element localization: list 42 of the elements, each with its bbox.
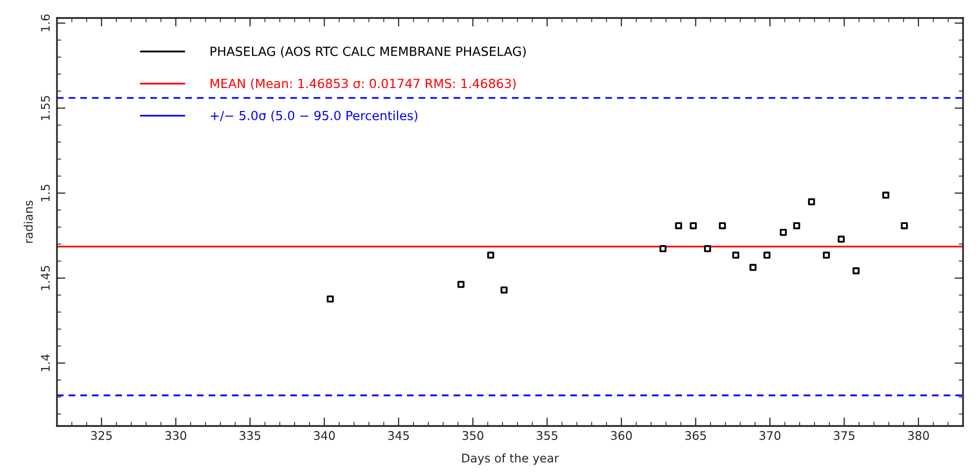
y-tick-label: 1.45 bbox=[41, 266, 50, 290]
legend-label: PHASELAG (AOS RTC CALC MEMBRANE PHASELAG) bbox=[210, 46, 526, 58]
point bbox=[500, 286, 508, 294]
point bbox=[690, 222, 697, 230]
legend-label: +/− 5.0σ (5.0 − 95.0 Percentiles) bbox=[210, 110, 418, 122]
point bbox=[457, 280, 464, 288]
y-tick-label: 1.4 bbox=[41, 354, 50, 372]
x-tick-label: 360 bbox=[611, 431, 632, 440]
point bbox=[718, 222, 726, 230]
x-tick-label: 330 bbox=[165, 431, 186, 440]
y-tick-label: 1.6 bbox=[40, 14, 50, 32]
point bbox=[852, 267, 860, 274]
point bbox=[732, 252, 740, 259]
x-tick-label: 325 bbox=[91, 431, 112, 440]
x-tick-label: 370 bbox=[760, 431, 780, 440]
point bbox=[822, 252, 830, 259]
x-tick-label: 355 bbox=[536, 431, 558, 440]
point bbox=[326, 296, 334, 303]
point bbox=[780, 228, 787, 236]
point bbox=[838, 236, 845, 243]
x-tick-label: 340 bbox=[314, 431, 335, 440]
y-tick-label: 1.5 bbox=[41, 184, 50, 202]
point bbox=[675, 222, 682, 230]
point bbox=[808, 198, 816, 206]
x-axis-title: Days of the year bbox=[462, 453, 559, 465]
point bbox=[659, 245, 666, 252]
x-tick-label: 350 bbox=[462, 431, 484, 440]
y-axis-title: radians bbox=[24, 200, 33, 243]
point bbox=[487, 252, 494, 259]
point bbox=[749, 264, 756, 271]
point bbox=[763, 252, 770, 259]
point bbox=[900, 222, 908, 230]
x-tick-label: 345 bbox=[388, 431, 409, 440]
x-tick-label: 375 bbox=[834, 431, 854, 440]
y-tick-label: 1.55 bbox=[41, 96, 50, 120]
legend-label: MEAN (Mean: 1.46853 σ: 0.01747 RMS: 1.46863) bbox=[210, 78, 516, 90]
x-tick-label: 365 bbox=[685, 431, 706, 440]
point bbox=[793, 222, 800, 230]
point bbox=[704, 245, 712, 252]
x-tick-label: 380 bbox=[908, 431, 929, 440]
point bbox=[882, 192, 890, 199]
x-tick-label: 335 bbox=[240, 431, 260, 440]
